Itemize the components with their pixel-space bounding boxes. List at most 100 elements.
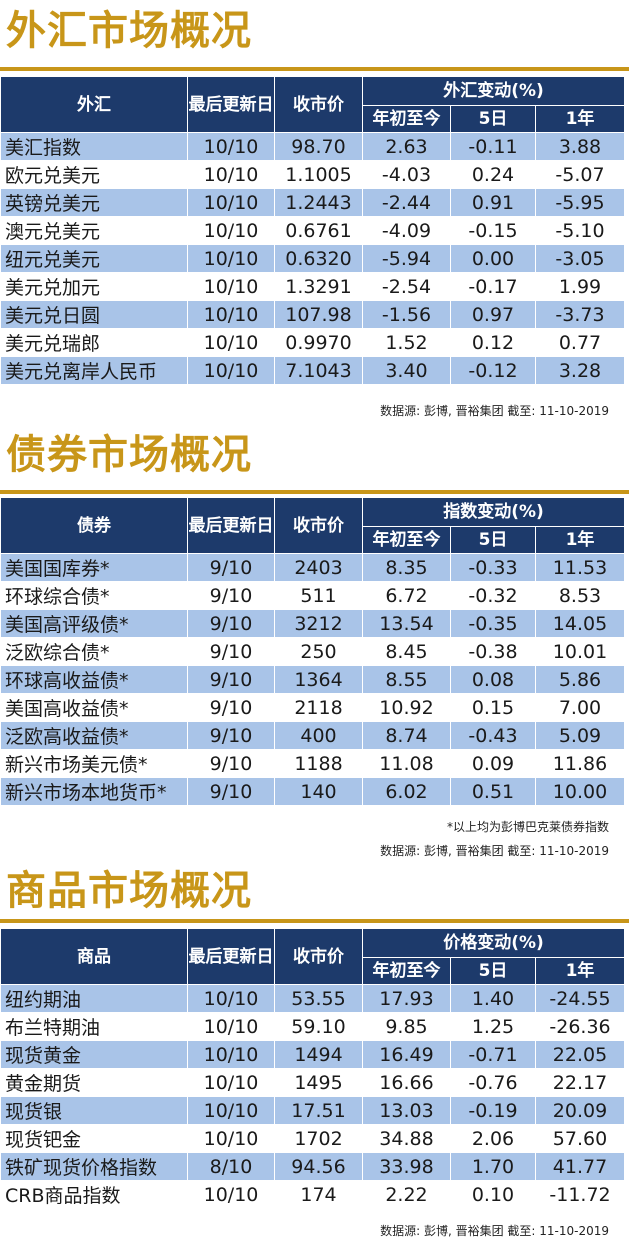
cell-date: 10/10: [187, 984, 275, 1013]
fx-source-note: 数据源: 彭博, 晋裕集团 截至: 11-10-2019: [380, 404, 609, 418]
cell-date: 8/10: [187, 1152, 275, 1181]
table-row: 泛欧高收益债* 9/10 400 8.74 -0.43 5.09: [0, 721, 625, 750]
col-change-group-header: 外汇变动(%): [362, 76, 625, 106]
cell-name: 美国高评级债*: [0, 609, 188, 638]
col-name-header: 外汇: [0, 76, 188, 133]
cell-name: 美国国库券*: [0, 553, 188, 582]
cell-name: 美国高收益债*: [0, 693, 188, 722]
cell-close: 400: [274, 721, 363, 750]
cell-date: 10/10: [187, 216, 275, 245]
cell-d5: 0.08: [450, 665, 536, 694]
cell-y1: -3.73: [535, 300, 625, 329]
cell-close: 7.1043: [274, 356, 363, 385]
cell-name: 澳元兑美元: [0, 216, 188, 245]
cell-name: 新兴市场美元债*: [0, 749, 188, 778]
cell-close: 1.1005: [274, 160, 363, 189]
fx-table: 外汇 最后更新日 收市价 外汇变动(%) 年初至今 5日 1年 美汇指数 10/1…: [0, 76, 625, 385]
col-1y-header: 1年: [535, 526, 625, 554]
cell-ytd: 2.22: [362, 1180, 451, 1209]
table-row: 泛欧综合债* 9/10 250 8.45 -0.38 10.01: [0, 637, 625, 666]
table-row: 黄金期货 10/10 1495 16.66 -0.76 22.17: [0, 1068, 625, 1097]
commodity-title: 商品市场概况: [6, 868, 252, 914]
cell-date: 9/10: [187, 637, 275, 666]
cell-ytd: 11.08: [362, 749, 451, 778]
table-row: 现货钯金 10/10 1702 34.88 2.06 57.60: [0, 1124, 625, 1153]
col-close-header: 收市价: [274, 497, 363, 554]
cell-ytd: 6.02: [362, 777, 451, 806]
cell-close: 98.70: [274, 132, 363, 161]
col-5d-header: 5日: [450, 526, 536, 554]
cell-date: 10/10: [187, 244, 275, 273]
col-close-header: 收市价: [274, 76, 363, 133]
cell-close: 3212: [274, 609, 363, 638]
cell-ytd: -5.94: [362, 244, 451, 273]
cell-d5: -0.35: [450, 609, 536, 638]
table-row: 欧元兑美元 10/10 1.1005 -4.03 0.24 -5.07: [0, 160, 625, 189]
cell-y1: -24.55: [535, 984, 625, 1013]
table-row: 环球综合债* 9/10 511 6.72 -0.32 8.53: [0, 581, 625, 610]
cell-d5: 0.10: [450, 1180, 536, 1209]
cell-d5: 0.00: [450, 244, 536, 273]
cell-close: 17.51: [274, 1096, 363, 1125]
table-row: 美元兑瑞郎 10/10 0.9970 1.52 0.12 0.77: [0, 328, 625, 357]
cell-y1: -5.95: [535, 188, 625, 217]
table-row: 新兴市场本地货币* 9/10 140 6.02 0.51 10.00: [0, 777, 625, 806]
cell-ytd: 16.66: [362, 1068, 451, 1097]
table-row: 铁矿现货价格指数 8/10 94.56 33.98 1.70 41.77: [0, 1152, 625, 1181]
col-5d-header: 5日: [450, 957, 536, 985]
table-row: 美元兑日圆 10/10 107.98 -1.56 0.97 -3.73: [0, 300, 625, 329]
cell-name: 布兰特期油: [0, 1012, 188, 1041]
cell-ytd: 17.93: [362, 984, 451, 1013]
cell-date: 9/10: [187, 777, 275, 806]
cell-close: 0.6761: [274, 216, 363, 245]
cell-date: 10/10: [187, 1068, 275, 1097]
cell-name: 纽约期油: [0, 984, 188, 1013]
cell-y1: -5.10: [535, 216, 625, 245]
cell-d5: 0.91: [450, 188, 536, 217]
cell-d5: -0.15: [450, 216, 536, 245]
cell-d5: -0.33: [450, 553, 536, 582]
cell-name: 黄金期货: [0, 1068, 188, 1097]
bond-table-body: 美国国库券* 9/10 2403 8.35 -0.33 11.53 环球综合债* 9/10 51…: [0, 553, 625, 806]
cell-ytd: -4.03: [362, 160, 451, 189]
cell-name: 美元兑日圆: [0, 300, 188, 329]
cell-d5: -0.17: [450, 272, 536, 301]
cell-name: 美汇指数: [0, 132, 188, 161]
table-row: 现货银 10/10 17.51 13.03 -0.19 20.09: [0, 1096, 625, 1125]
cell-date: 10/10: [187, 272, 275, 301]
table-row: 新兴市场美元债* 9/10 1188 11.08 0.09 11.86: [0, 749, 625, 778]
cell-ytd: -2.54: [362, 272, 451, 301]
table-row: 美元兑离岸人民币 10/10 7.1043 3.40 -0.12 3.28: [0, 356, 625, 385]
cell-name: 泛欧综合债*: [0, 637, 188, 666]
cell-ytd: 10.92: [362, 693, 451, 722]
cell-date: 10/10: [187, 132, 275, 161]
cell-name: 铁矿现货价格指数: [0, 1152, 188, 1181]
cell-ytd: -1.56: [362, 300, 451, 329]
cell-y1: 57.60: [535, 1124, 625, 1153]
cell-d5: -0.76: [450, 1068, 536, 1097]
cell-date: 9/10: [187, 665, 275, 694]
cell-date: 10/10: [187, 188, 275, 217]
cell-ytd: 2.63: [362, 132, 451, 161]
col-date-header: 最后更新日: [187, 76, 275, 133]
cell-date: 10/10: [187, 328, 275, 357]
cell-d5: 0.51: [450, 777, 536, 806]
table-row: 纽约期油 10/10 53.55 17.93 1.40 -24.55: [0, 984, 625, 1013]
cell-name: 美元兑加元: [0, 272, 188, 301]
cell-y1: 3.88: [535, 132, 625, 161]
table-row: 布兰特期油 10/10 59.10 9.85 1.25 -26.36: [0, 1012, 625, 1041]
cell-date: 10/10: [187, 1040, 275, 1069]
col-1y-header: 1年: [535, 105, 625, 133]
cell-y1: 5.86: [535, 665, 625, 694]
cell-ytd: 8.74: [362, 721, 451, 750]
cell-close: 140: [274, 777, 363, 806]
cell-d5: 0.12: [450, 328, 536, 357]
cell-y1: 3.28: [535, 356, 625, 385]
cell-name: 英镑兑美元: [0, 188, 188, 217]
cell-close: 1495: [274, 1068, 363, 1097]
cell-ytd: 1.52: [362, 328, 451, 357]
cell-ytd: 8.45: [362, 637, 451, 666]
table-row: 英镑兑美元 10/10 1.2443 -2.44 0.91 -5.95: [0, 188, 625, 217]
cell-close: 250: [274, 637, 363, 666]
cell-ytd: 8.55: [362, 665, 451, 694]
